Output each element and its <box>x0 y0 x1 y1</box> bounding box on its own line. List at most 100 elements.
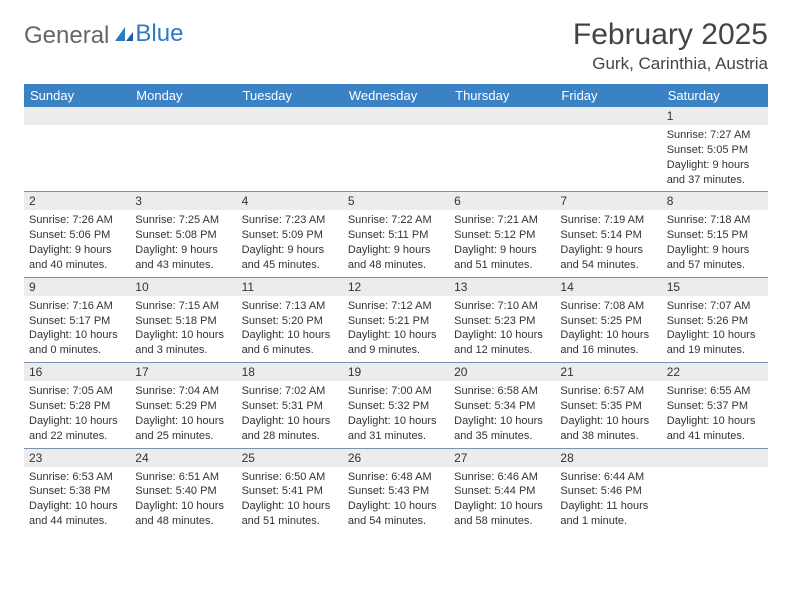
daylight-text: Daylight: 10 hours and 16 minutes. <box>560 328 656 358</box>
calendar-cell: 1Sunrise: 7:27 AMSunset: 5:05 PMDaylight… <box>662 107 768 192</box>
day-number: 20 <box>449 363 555 381</box>
calendar-header-row: Sunday Monday Tuesday Wednesday Thursday… <box>24 84 768 107</box>
sunset-text: Sunset: 5:14 PM <box>560 228 656 243</box>
daylight-text: Daylight: 10 hours and 25 minutes. <box>135 414 231 444</box>
sunrise-text: Sunrise: 7:08 AM <box>560 299 656 314</box>
day-details <box>343 125 449 183</box>
sunset-text: Sunset: 5:06 PM <box>29 228 125 243</box>
sunset-text: Sunset: 5:09 PM <box>242 228 338 243</box>
calendar-cell: 8Sunrise: 7:18 AMSunset: 5:15 PMDaylight… <box>662 192 768 277</box>
day-number: 7 <box>555 192 661 210</box>
daylight-text: Daylight: 9 hours and 54 minutes. <box>560 243 656 273</box>
sunset-text: Sunset: 5:11 PM <box>348 228 444 243</box>
sunrise-text: Sunrise: 7:12 AM <box>348 299 444 314</box>
calendar-cell: 7Sunrise: 7:19 AMSunset: 5:14 PMDaylight… <box>555 192 661 277</box>
day-header: Friday <box>555 84 661 107</box>
sunrise-text: Sunrise: 6:51 AM <box>135 470 231 485</box>
day-number: 13 <box>449 278 555 296</box>
calendar-cell: 5Sunrise: 7:22 AMSunset: 5:11 PMDaylight… <box>343 192 449 277</box>
day-number: 27 <box>449 449 555 467</box>
day-header: Wednesday <box>343 84 449 107</box>
calendar-week-row: 9Sunrise: 7:16 AMSunset: 5:17 PMDaylight… <box>24 277 768 362</box>
brand-logo: General Blue <box>24 18 183 50</box>
sunset-text: Sunset: 5:15 PM <box>667 228 763 243</box>
calendar-cell: 12Sunrise: 7:12 AMSunset: 5:21 PMDayligh… <box>343 277 449 362</box>
sunrise-text: Sunrise: 6:57 AM <box>560 384 656 399</box>
day-header: Saturday <box>662 84 768 107</box>
day-number: 17 <box>130 363 236 381</box>
day-details: Sunrise: 6:51 AMSunset: 5:40 PMDaylight:… <box>130 467 236 533</box>
day-number: 28 <box>555 449 661 467</box>
sunset-text: Sunset: 5:21 PM <box>348 314 444 329</box>
day-number: 25 <box>237 449 343 467</box>
daylight-text: Daylight: 10 hours and 51 minutes. <box>242 499 338 529</box>
calendar-cell: 27Sunrise: 6:46 AMSunset: 5:44 PMDayligh… <box>449 448 555 533</box>
sunrise-text: Sunrise: 7:21 AM <box>454 213 550 228</box>
day-number: 1 <box>662 107 768 125</box>
title-block: February 2025 Gurk, Carinthia, Austria <box>573 18 768 74</box>
calendar-week-row: 23Sunrise: 6:53 AMSunset: 5:38 PMDayligh… <box>24 448 768 533</box>
day-number: 6 <box>449 192 555 210</box>
day-number <box>555 107 661 125</box>
calendar-cell: 25Sunrise: 6:50 AMSunset: 5:41 PMDayligh… <box>237 448 343 533</box>
sunrise-text: Sunrise: 6:44 AM <box>560 470 656 485</box>
brand-part1: General <box>24 22 109 50</box>
calendar-cell: 4Sunrise: 7:23 AMSunset: 5:09 PMDaylight… <box>237 192 343 277</box>
daylight-text: Daylight: 9 hours and 43 minutes. <box>135 243 231 273</box>
day-details: Sunrise: 6:46 AMSunset: 5:44 PMDaylight:… <box>449 467 555 533</box>
day-details: Sunrise: 7:07 AMSunset: 5:26 PMDaylight:… <box>662 296 768 362</box>
sunrise-text: Sunrise: 7:22 AM <box>348 213 444 228</box>
day-details: Sunrise: 7:25 AMSunset: 5:08 PMDaylight:… <box>130 210 236 276</box>
brand-part2: Blue <box>135 20 183 48</box>
sunset-text: Sunset: 5:20 PM <box>242 314 338 329</box>
calendar-cell: 21Sunrise: 6:57 AMSunset: 5:35 PMDayligh… <box>555 363 661 448</box>
sunrise-text: Sunrise: 7:27 AM <box>667 128 763 143</box>
calendar-cell: 16Sunrise: 7:05 AMSunset: 5:28 PMDayligh… <box>24 363 130 448</box>
sunset-text: Sunset: 5:26 PM <box>667 314 763 329</box>
day-header: Tuesday <box>237 84 343 107</box>
sunset-text: Sunset: 5:05 PM <box>667 143 763 158</box>
daylight-text: Daylight: 11 hours and 1 minute. <box>560 499 656 529</box>
sunset-text: Sunset: 5:31 PM <box>242 399 338 414</box>
day-number: 24 <box>130 449 236 467</box>
sunset-text: Sunset: 5:44 PM <box>454 484 550 499</box>
day-number: 15 <box>662 278 768 296</box>
day-details: Sunrise: 6:58 AMSunset: 5:34 PMDaylight:… <box>449 381 555 447</box>
sunrise-text: Sunrise: 6:53 AM <box>29 470 125 485</box>
day-number: 11 <box>237 278 343 296</box>
sunrise-text: Sunrise: 7:05 AM <box>29 384 125 399</box>
day-number: 22 <box>662 363 768 381</box>
calendar-cell: 24Sunrise: 6:51 AMSunset: 5:40 PMDayligh… <box>130 448 236 533</box>
day-details <box>130 125 236 183</box>
daylight-text: Daylight: 10 hours and 22 minutes. <box>29 414 125 444</box>
day-details <box>662 467 768 525</box>
day-details: Sunrise: 7:19 AMSunset: 5:14 PMDaylight:… <box>555 210 661 276</box>
sunset-text: Sunset: 5:28 PM <box>29 399 125 414</box>
sunset-text: Sunset: 5:40 PM <box>135 484 231 499</box>
sunset-text: Sunset: 5:08 PM <box>135 228 231 243</box>
day-number: 26 <box>343 449 449 467</box>
sunset-text: Sunset: 5:12 PM <box>454 228 550 243</box>
calendar-cell: 11Sunrise: 7:13 AMSunset: 5:20 PMDayligh… <box>237 277 343 362</box>
calendar-cell: 6Sunrise: 7:21 AMSunset: 5:12 PMDaylight… <box>449 192 555 277</box>
day-details: Sunrise: 7:00 AMSunset: 5:32 PMDaylight:… <box>343 381 449 447</box>
sunrise-text: Sunrise: 7:25 AM <box>135 213 231 228</box>
calendar-cell: 3Sunrise: 7:25 AMSunset: 5:08 PMDaylight… <box>130 192 236 277</box>
sunset-text: Sunset: 5:38 PM <box>29 484 125 499</box>
day-details <box>237 125 343 183</box>
calendar-cell <box>130 107 236 192</box>
sunrise-text: Sunrise: 6:50 AM <box>242 470 338 485</box>
calendar-week-row: 1Sunrise: 7:27 AMSunset: 5:05 PMDaylight… <box>24 107 768 192</box>
day-number: 18 <box>237 363 343 381</box>
sunrise-text: Sunrise: 7:16 AM <box>29 299 125 314</box>
calendar-cell: 26Sunrise: 6:48 AMSunset: 5:43 PMDayligh… <box>343 448 449 533</box>
sunrise-text: Sunrise: 7:13 AM <box>242 299 338 314</box>
daylight-text: Daylight: 9 hours and 40 minutes. <box>29 243 125 273</box>
sunrise-text: Sunrise: 7:19 AM <box>560 213 656 228</box>
sunset-text: Sunset: 5:29 PM <box>135 399 231 414</box>
daylight-text: Daylight: 10 hours and 38 minutes. <box>560 414 656 444</box>
calendar-cell: 13Sunrise: 7:10 AMSunset: 5:23 PMDayligh… <box>449 277 555 362</box>
sunrise-text: Sunrise: 6:46 AM <box>454 470 550 485</box>
sunset-text: Sunset: 5:37 PM <box>667 399 763 414</box>
sunrise-text: Sunrise: 7:00 AM <box>348 384 444 399</box>
